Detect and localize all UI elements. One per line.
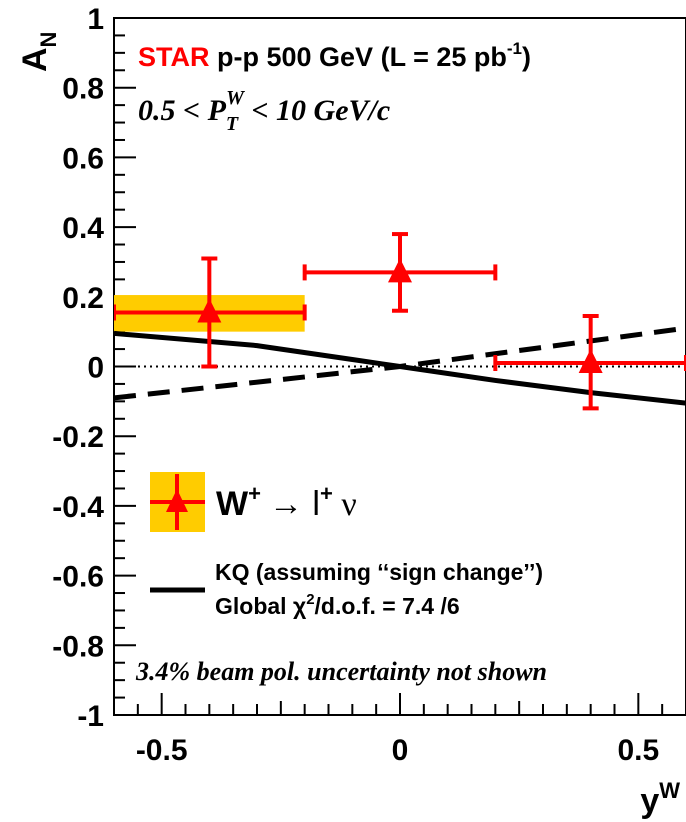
y-tick-label: -0.6 [52, 561, 104, 594]
y-tick-label: 0 [87, 352, 104, 385]
tick-labels: 1 0.8 0.6 0.4 0.2 0 -0.2 -0.4 -0.6 -0.8 -1 -0.5 0 0.5 [52, 3, 659, 767]
y-tick-label: -0.8 [52, 630, 104, 663]
legend-data-label: W+ → l+ ν [216, 481, 357, 523]
legend: W+ → l+ ν KQ (assuming ‘‘sign change’’) G… [150, 472, 543, 619]
data-points [114, 232, 686, 411]
legend-theory-label: KQ (assuming ‘‘sign change’’) [215, 559, 543, 585]
beam-pol-note: 3.4% beam pol. uncertainty not shown [135, 657, 547, 686]
data-point-marker [578, 349, 603, 374]
legend-triangle-marker [166, 489, 188, 512]
y-tick-label: 1 [87, 3, 104, 36]
y-tick-label: 0.2 [62, 282, 104, 315]
kinematic-range: 0.5 < PTW < 10 GeV/c [138, 87, 390, 135]
y-tick-label: -0.4 [52, 491, 104, 524]
y-tick-label: 0.4 [62, 212, 104, 245]
legend-chi2-label: Global χ2/d.o.f. = 7.4 /6 [215, 591, 460, 619]
data-point-marker [197, 298, 222, 323]
y-tick-label: 0.6 [62, 142, 104, 175]
x-tick-label: -0.5 [136, 734, 188, 767]
x-axis-title: yW [640, 778, 680, 820]
axis-ticks [113, 17, 686, 716]
x-tick-label: 0 [392, 734, 409, 767]
experiment-label: STAR p-p 500 GeV (L = 25 pb-1) [138, 39, 531, 72]
x-tick-label: 0.5 [617, 734, 659, 767]
y-tick-label: -0.2 [52, 421, 104, 454]
y-axis-title: AN [16, 32, 61, 72]
y-tick-label: -1 [77, 700, 104, 733]
y-tick-label: 0.8 [62, 73, 104, 106]
data-point-marker [388, 258, 412, 283]
